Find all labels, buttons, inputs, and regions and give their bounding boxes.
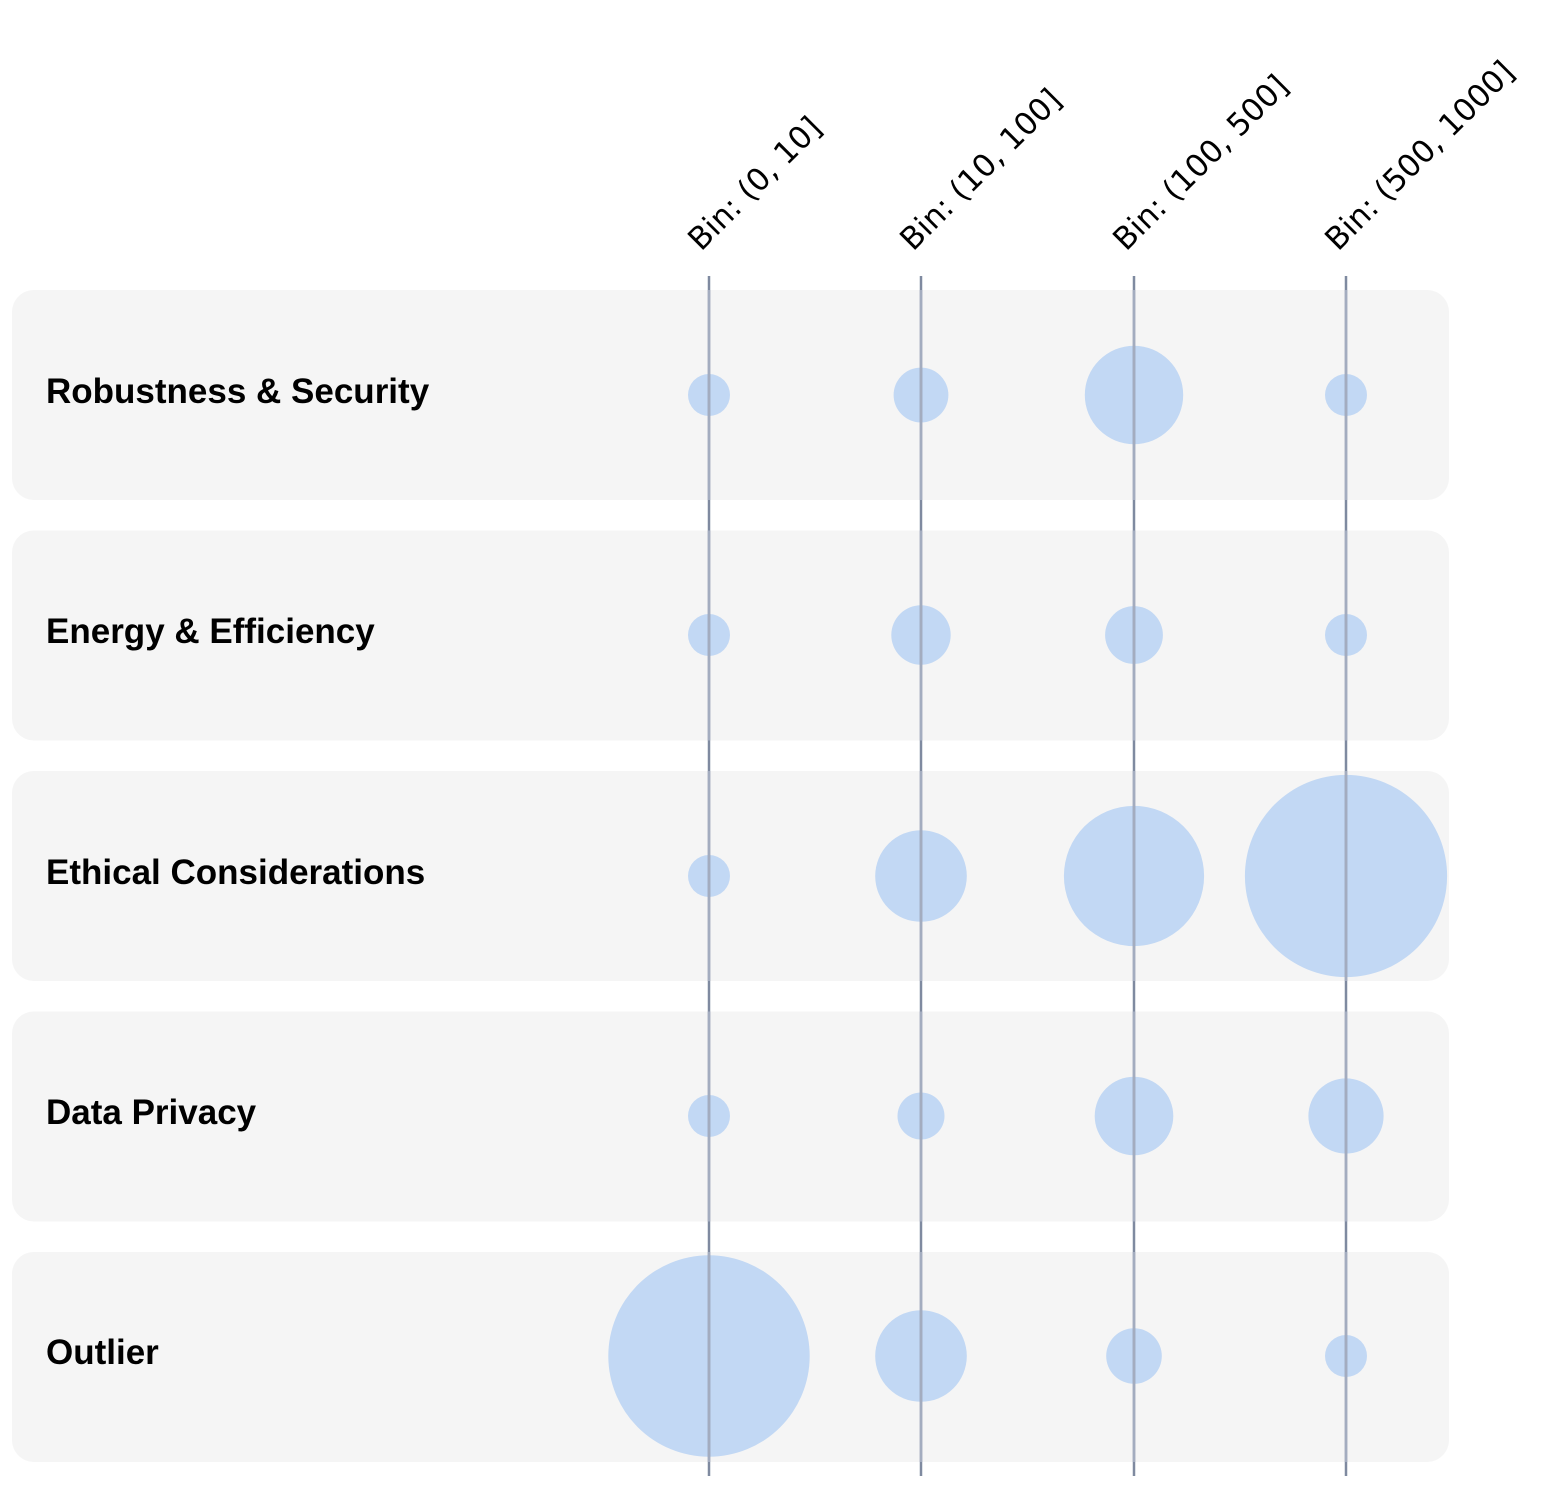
row-label: Energy & Efficiency	[46, 612, 375, 651]
column-gridlines	[707, 276, 1348, 1476]
column-label: Bin: (10, 100]	[893, 82, 1069, 258]
row-panel	[12, 530, 1449, 741]
row-label: Robustness & Security	[46, 372, 430, 411]
column-label: Bin: (0, 10]	[681, 110, 829, 258]
row-label: Ethical Considerations	[46, 853, 425, 892]
row-labels: Robustness & Security Energy & Efficiency…	[46, 372, 430, 1372]
row-label: Data Privacy	[46, 1093, 257, 1132]
column-labels: Bin: (0, 10] Bin: (10, 100] Bin: (100, 500…	[681, 54, 1522, 258]
column-label: Bin: (100, 500]	[1106, 68, 1296, 258]
row-panel	[12, 1011, 1449, 1222]
row-panel	[12, 290, 1449, 500]
column-label: Bin: (500, 1000]	[1318, 54, 1522, 258]
row-label: Outlier	[46, 1333, 159, 1372]
